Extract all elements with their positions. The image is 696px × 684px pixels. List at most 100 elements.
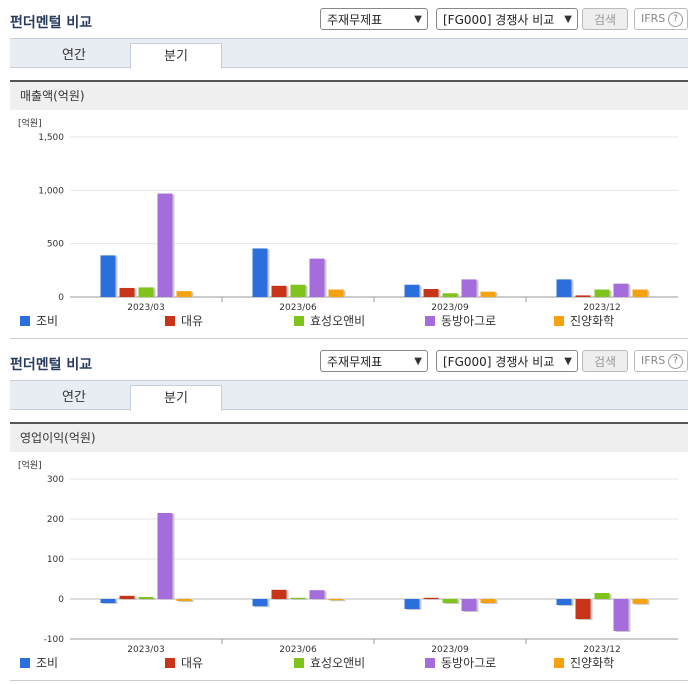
bar[interactable] (613, 599, 629, 631)
tab-annual[interactable]: 연간 (62, 48, 86, 63)
bar[interactable] (119, 595, 135, 599)
ifrs-help-button[interactable]: IFRS? (634, 350, 688, 372)
bar[interactable] (632, 599, 648, 604)
legend-label: 동방아그로 (441, 314, 497, 328)
y-unit-label: [억원] (18, 117, 42, 129)
statement-select[interactable]: 주재무제표 ▼ (320, 350, 428, 372)
y-tick-label: 0 (58, 595, 64, 605)
bar[interactable] (176, 599, 192, 601)
legend-swatch (165, 658, 175, 668)
legend-item[interactable]: 대유 (165, 654, 203, 672)
y-tick-label: 100 (47, 555, 64, 565)
y-tick-label: 1,000 (38, 186, 64, 196)
statement-select-value: 주재무제표 (327, 355, 383, 369)
panel-title: 펀더멘털 비교 (10, 357, 93, 373)
bar[interactable] (119, 287, 135, 297)
bar[interactable] (100, 599, 116, 603)
bar-shadow (577, 296, 593, 298)
legend-swatch (165, 316, 175, 326)
bar[interactable] (480, 599, 496, 603)
y-tick-label: 200 (47, 515, 64, 525)
ifrs-help-button[interactable]: IFRS? (634, 8, 688, 30)
bar[interactable] (461, 599, 477, 611)
y-tick-label: 500 (47, 240, 64, 250)
bar[interactable] (252, 599, 268, 607)
search-button[interactable]: 검색 (582, 350, 628, 372)
bar[interactable] (594, 289, 610, 297)
legend-swatch (20, 658, 30, 668)
legend-item[interactable]: 조비 (20, 312, 58, 330)
bar[interactable] (309, 258, 325, 297)
chevron-down-icon: ▼ (564, 14, 572, 25)
bar[interactable] (613, 283, 629, 297)
section-title: 매출액(억원) (10, 80, 688, 110)
bar[interactable] (290, 284, 306, 297)
legend-label: 효성오앤비 (310, 656, 366, 670)
bar[interactable] (100, 255, 116, 297)
bar[interactable] (271, 285, 287, 297)
ifrs-label: IFRS (641, 354, 666, 367)
legend-item[interactable]: 대유 (165, 312, 203, 330)
statement-select[interactable]: 주재무제표 ▼ (320, 8, 428, 30)
bar[interactable] (176, 291, 192, 297)
bar[interactable] (138, 287, 154, 297)
chart-legend: 조비 대유 효성오앤비 동방아그로 진양화학 (20, 654, 680, 672)
bar-shadow (425, 598, 441, 600)
x-tick-label: 2023/06 (279, 645, 317, 655)
bar[interactable] (309, 590, 325, 599)
compare-select[interactable]: [FG000] 경쟁사 비교 ▼ (436, 8, 578, 30)
compare-select[interactable]: [FG000] 경쟁사 비교 ▼ (436, 350, 578, 372)
chevron-down-icon: ▼ (564, 356, 572, 367)
x-tick-label: 2023/03 (127, 645, 164, 655)
legend-item[interactable]: 동방아그로 (425, 654, 496, 672)
bar[interactable] (328, 599, 344, 601)
bar[interactable] (594, 593, 610, 599)
bar[interactable] (461, 279, 477, 297)
bar[interactable] (328, 289, 344, 297)
bar[interactable] (138, 597, 154, 599)
bar[interactable] (556, 279, 572, 297)
legend-item[interactable]: 진양화학 (554, 312, 614, 330)
x-tick-label: 2023/12 (583, 645, 620, 655)
bar[interactable] (404, 284, 420, 297)
bar[interactable] (271, 589, 287, 599)
period-tabs: 연간 분기 (10, 380, 688, 411)
section-title: 영업이익(억원) (10, 422, 688, 452)
bar[interactable] (423, 597, 439, 599)
bar[interactable] (632, 289, 648, 297)
legend-swatch (294, 658, 304, 668)
fundamental-panel-operating-profit: 펀더멘털 비교 주재무제표 ▼ [FG000] 경쟁사 비교 ▼ 검색 IFRS? … (0, 342, 696, 684)
bar[interactable] (442, 293, 458, 297)
legend-item[interactable]: 효성오앤비 (294, 654, 365, 672)
bar[interactable] (575, 599, 591, 619)
bar[interactable] (252, 248, 268, 297)
period-tabs: 연간 분기 (10, 38, 688, 69)
legend-item[interactable]: 진양화학 (554, 654, 614, 672)
revenue-bar-chart: [억원] 0 500 1,000 1,500 2023/03 2023/06 2023/09 2… (18, 117, 678, 313)
bar[interactable] (157, 193, 173, 297)
tab-annual[interactable]: 연간 (62, 390, 86, 405)
tab-quarterly[interactable]: 분기 (130, 43, 222, 69)
compare-select-value: [FG000] 경쟁사 비교 (443, 355, 555, 369)
search-button[interactable]: 검색 (582, 8, 628, 30)
bar[interactable] (290, 597, 306, 599)
bar[interactable] (442, 599, 458, 603)
y-unit-label: [억원] (18, 459, 42, 471)
fundamental-panel-revenue: 펀더멘털 비교 주재무제표 ▼ [FG000] 경쟁사 비교 ▼ 검색 IFRS? … (10, 8, 688, 339)
bar[interactable] (556, 599, 572, 605)
legend-item[interactable]: 효성오앤비 (294, 312, 365, 330)
bar[interactable] (423, 289, 439, 297)
x-tick-label: 2023/09 (431, 303, 469, 313)
legend-item[interactable]: 조비 (20, 654, 58, 672)
legend-swatch (425, 316, 435, 326)
bar-shadow (330, 600, 346, 602)
bar[interactable] (480, 291, 496, 297)
legend-item[interactable]: 동방아그로 (425, 312, 496, 330)
bar[interactable] (404, 599, 420, 609)
legend-label: 대유 (181, 314, 204, 328)
bar[interactable] (575, 295, 591, 297)
legend-swatch (554, 658, 564, 668)
tab-quarterly[interactable]: 분기 (130, 385, 222, 411)
x-tick-label: 2023/03 (127, 303, 164, 313)
bar[interactable] (157, 513, 173, 599)
